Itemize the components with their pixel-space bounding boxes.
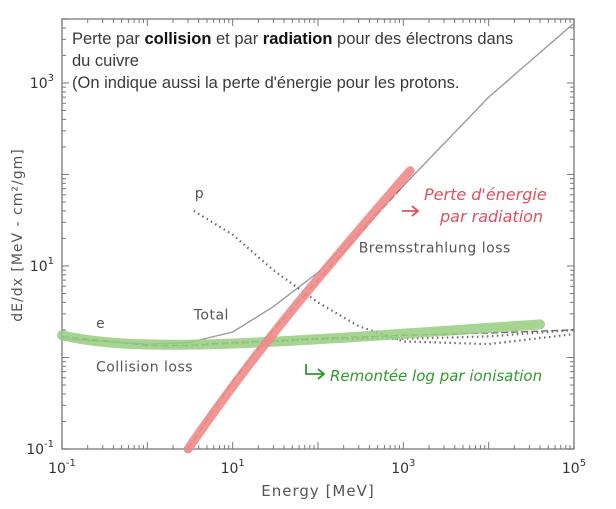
y-tick-label: 10-1 <box>26 439 54 458</box>
annotation-label: e <box>96 316 105 332</box>
handwritten-radiation-note: Perte d'énergie par radiation <box>424 185 547 226</box>
x-tick-label: 105 <box>562 458 586 477</box>
y-axis-label: dE/dx [MeV - cm²/gm] <box>10 148 26 321</box>
caption-bold-radiation: radiation <box>262 30 333 48</box>
highlight-layer <box>57 166 546 454</box>
y-tick-label: 103 <box>30 73 54 92</box>
caption-line2: (On indique aussi la perte d'énergie pou… <box>72 74 460 92</box>
annotation-label: Collision loss <box>96 360 193 376</box>
radiation-highlight-stroke <box>183 166 415 454</box>
caption-part2: et par <box>211 30 263 48</box>
caption-part3: pour des électrons dans du cuivre <box>72 30 514 70</box>
x-tick-label: 10-1 <box>48 458 76 477</box>
caption-bold-collision: collision <box>144 30 212 48</box>
annotation-label: p <box>195 186 204 202</box>
x-tick-label: 103 <box>391 458 415 477</box>
radiation-note-arrow-icon <box>402 205 420 217</box>
annotation-label: Bremsstrahlung loss <box>359 241 511 257</box>
ionisation-highlight-stroke <box>57 319 546 350</box>
series-p-line <box>193 209 575 346</box>
caption-part1: Perte par <box>72 30 145 48</box>
x-tick-label: 101 <box>221 458 245 477</box>
chart-caption: Perte par collision et par radiation pou… <box>72 28 532 94</box>
axis-ticks: 10-1 101 103 105 10-1 101 103 <box>26 18 586 477</box>
y-tick-label: 101 <box>30 256 54 275</box>
ionisation-note-arrow-icon <box>305 364 326 380</box>
annotation-layer: Total Bremsstrahlung loss Collision loss p e… <box>96 185 547 385</box>
annotation-label: Total <box>193 308 229 324</box>
x-axis-label: Energy [MeV] <box>261 482 374 500</box>
handwritten-ionisation-note: Remontée log par ionisation <box>330 367 542 385</box>
